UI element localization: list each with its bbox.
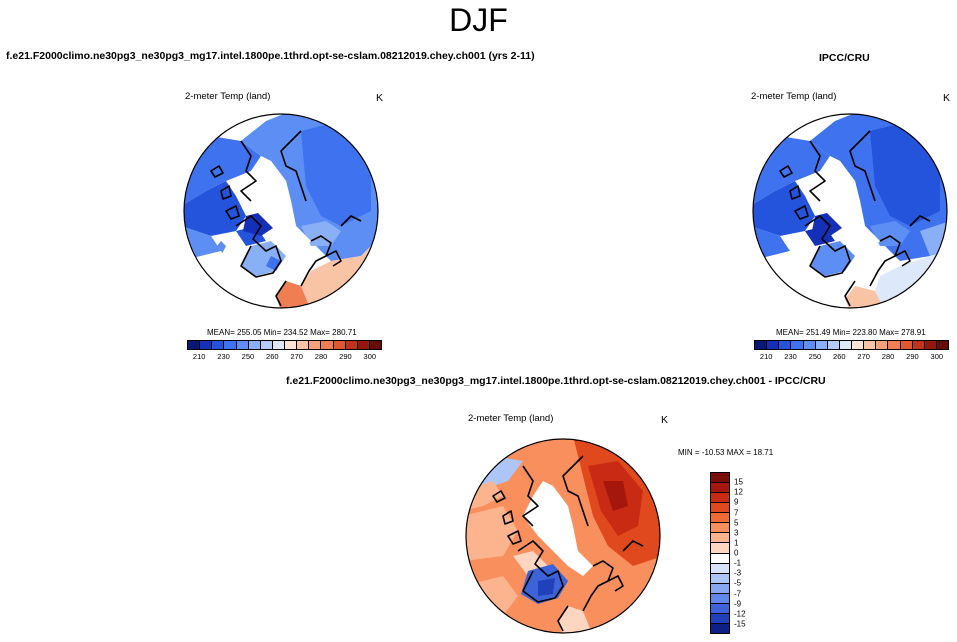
obs-colorbar-tick: 300 xyxy=(930,352,944,361)
obs-colorbar-box xyxy=(900,341,913,349)
obs-case-title: IPCC/CRU xyxy=(819,52,870,64)
diff-colorbar-tick: -5 xyxy=(734,578,742,588)
model-colorbar-tick: 210 xyxy=(192,352,206,361)
diff-colorbar-box xyxy=(711,583,729,594)
obs-colorbar-box xyxy=(839,341,852,349)
model-colorbar-tick: 290 xyxy=(339,352,352,361)
diff-unit-label: K xyxy=(661,414,669,426)
diff-stats: MIN = -10.53 MAX = 18.71 xyxy=(678,448,774,457)
diff-colorbar-box xyxy=(711,593,729,604)
diff-colorbar-tick: -1 xyxy=(734,558,742,568)
model-colorbar-box xyxy=(309,341,322,349)
obs-colorbar-box xyxy=(755,341,768,349)
diff-colorbar-box xyxy=(711,563,729,574)
diff-colorbar-tick: 1 xyxy=(734,538,739,548)
model-colorbar-box xyxy=(321,341,334,349)
diff-colorbar-box xyxy=(711,543,729,554)
model-stats: MEAN= 255.05 Min= 234.52 Max= 280.71 xyxy=(207,328,357,337)
model-colorbar-box xyxy=(248,341,261,349)
obs-stats: MEAN= 251.49 Min= 223.80 Max= 278.91 xyxy=(776,328,926,337)
diff-colorbar-box xyxy=(711,573,729,584)
diff-colorbar-box xyxy=(711,513,729,524)
diff-variable-label: 2-meter Temp (land) xyxy=(468,413,554,424)
diff-polar-map xyxy=(465,438,661,634)
obs-colorbar-tick: 210 xyxy=(759,352,773,361)
obs-colorbar-tick: 270 xyxy=(857,352,870,361)
obs-colorbar-box xyxy=(912,341,925,349)
diff-colorbar-box xyxy=(711,503,729,514)
model-colorbar-tick: 280 xyxy=(314,352,328,361)
model-colorbar-box xyxy=(200,341,213,349)
obs-colorbar-box xyxy=(864,341,877,349)
model-colorbar-box xyxy=(212,341,225,349)
diff-colorbar-ticks: 15 12 9 7 5 3 1 0 -1 -3 -5 -7 -9 -12 -15 xyxy=(734,472,764,634)
model-colorbar-tick: 230 xyxy=(217,352,230,361)
obs-colorbar-box xyxy=(888,341,901,349)
diff-colorbar-tick: 3 xyxy=(734,528,739,538)
model-colorbar-tick: 300 xyxy=(363,352,377,361)
model-colorbar-tick: 270 xyxy=(290,352,303,361)
diff-colorbar-box xyxy=(711,613,729,624)
diff-colorbar-tick: 9 xyxy=(734,497,739,507)
model-case-title: f.e21.F2000climo.ne30pg3_ne30pg3_mg17.in… xyxy=(6,50,535,62)
obs-colorbar-box xyxy=(779,341,792,349)
model-colorbar-box xyxy=(224,341,237,349)
diff-colorbar-tick: 15 xyxy=(734,477,743,487)
model-colorbar-box xyxy=(297,341,310,349)
model-colorbar-box xyxy=(333,341,346,349)
model-colorbar-box xyxy=(345,341,358,349)
diff-colorbar-box xyxy=(711,603,729,614)
obs-colorbar-tick: 230 xyxy=(784,352,797,361)
model-variable-label: 2-meter Temp (land) xyxy=(185,91,271,102)
obs-colorbar-tick: 250 xyxy=(808,352,822,361)
diff-colorbar-box xyxy=(711,533,729,544)
obs-colorbar-box xyxy=(852,341,865,349)
obs-colorbar-box xyxy=(876,341,889,349)
model-colorbar-tick: 260 xyxy=(266,352,279,361)
model-colorbar-box xyxy=(369,341,381,349)
obs-colorbar-box xyxy=(815,341,828,349)
obs-colorbar-box xyxy=(791,341,804,349)
diff-case-title: f.e21.F2000climo.ne30pg3_ne30pg3_mg17.in… xyxy=(286,375,826,387)
diff-colorbar-tick: -3 xyxy=(734,568,742,578)
diff-colorbar-box xyxy=(711,553,729,564)
obs-unit-label: K xyxy=(943,92,951,104)
model-colorbar-box xyxy=(285,341,298,349)
obs-colorbar-tick: 260 xyxy=(833,352,846,361)
diff-colorbar-box xyxy=(711,523,729,534)
obs-colorbar-box xyxy=(924,341,937,349)
diff-colorbar xyxy=(710,472,730,634)
obs-colorbar-tick: 280 xyxy=(881,352,895,361)
diff-colorbar-box xyxy=(711,493,729,504)
model-colorbar-box xyxy=(260,341,273,349)
obs-colorbar-box xyxy=(827,341,840,349)
obs-colorbar-box xyxy=(803,341,816,349)
model-colorbar-box xyxy=(357,341,370,349)
diff-colorbar-tick: -9 xyxy=(734,599,742,609)
obs-colorbar-box xyxy=(936,341,948,349)
diff-colorbar-tick: 12 xyxy=(734,487,743,497)
obs-polar-map xyxy=(752,113,948,309)
diff-colorbar-tick: 7 xyxy=(734,508,739,517)
diff-colorbar-box xyxy=(711,483,729,494)
obs-colorbar xyxy=(754,340,949,350)
diff-colorbar-tick: 0 xyxy=(734,548,739,558)
diff-colorbar-box xyxy=(711,623,729,633)
model-unit-label: K xyxy=(376,92,384,104)
obs-variable-label: 2-meter Temp (land) xyxy=(751,91,837,102)
model-colorbar-box xyxy=(188,341,201,349)
model-colorbar-box xyxy=(272,341,285,349)
model-colorbar-box xyxy=(236,341,249,349)
diff-colorbar-tick: -12 xyxy=(734,609,746,619)
obs-colorbar-tick: 290 xyxy=(906,352,919,361)
model-polar-map xyxy=(183,113,379,309)
diff-colorbar-box xyxy=(711,473,729,484)
model-colorbar-tick: 250 xyxy=(241,352,255,361)
season-title: DJF xyxy=(449,2,508,38)
diff-colorbar-tick: -7 xyxy=(734,589,742,598)
obs-colorbar-box xyxy=(767,341,780,349)
diff-colorbar-tick: -15 xyxy=(734,619,746,629)
model-colorbar xyxy=(187,340,382,350)
diff-colorbar-tick: 5 xyxy=(734,518,739,528)
